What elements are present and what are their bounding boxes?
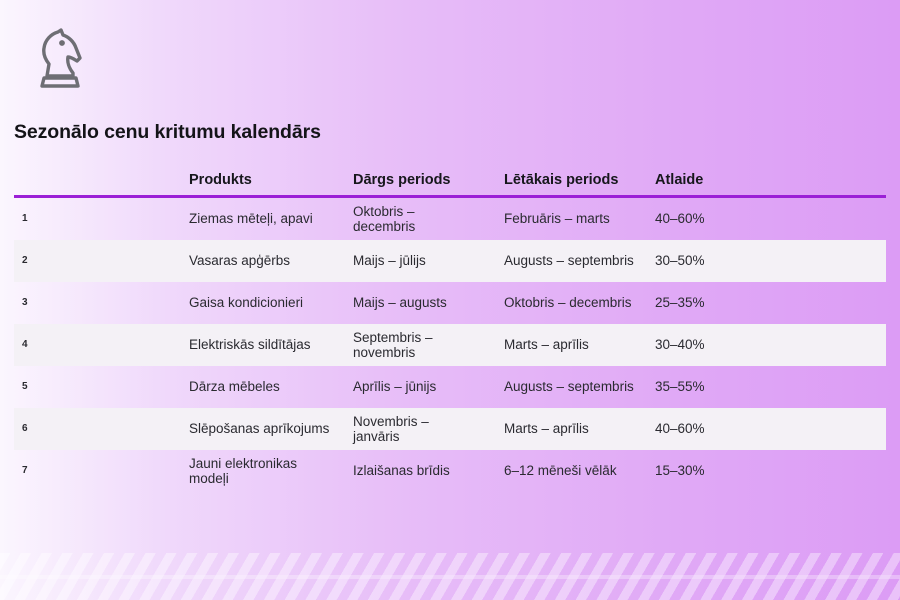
table-row: 4 Elektriskās sildītājas Septembris – no… <box>14 324 886 366</box>
table-row: 6 Slēpošanas aprīkojums Novembris – janv… <box>14 408 886 450</box>
product-cell: Elektriskās sildītājas <box>189 337 311 353</box>
cheapest-period-cell: Marts – aprīlis <box>504 337 589 353</box>
expensive-period-cell: Maijs – augusts <box>353 295 447 311</box>
table-row: 1 Ziemas mēteļi, apavi Oktobris – decemb… <box>14 198 886 240</box>
product-cell: Vasaras apģērbs <box>189 253 291 269</box>
row-number: 4 <box>22 339 28 351</box>
discount-cell: 30–50% <box>655 253 705 269</box>
discount-cell: 35–55% <box>655 379 705 395</box>
table-row: 5 Dārza mēbeles Aprīlis – jūnijs Augusts… <box>14 366 886 408</box>
discount-cell: 40–60% <box>655 211 705 227</box>
expensive-period-cell: Oktobris – decembris <box>353 203 416 235</box>
product-cell: Jauni elektronikas modeļi <box>189 455 298 487</box>
row-number: 1 <box>22 213 28 225</box>
product-cell: Dārza mēbeles <box>189 379 280 395</box>
product-cell: Gaisa kondicionieri <box>189 295 304 311</box>
chess-knight-icon <box>36 28 84 92</box>
expensive-period-cell: Septembris – novembris <box>353 329 433 361</box>
decorative-stripe-band <box>0 553 900 600</box>
page-title: Sezonālo cenu kritumu kalendārs <box>14 121 321 143</box>
table-row: 2 Vasaras apģērbs Maijs – jūlijs Augusts… <box>14 240 886 282</box>
discount-cell: 40–60% <box>655 421 705 437</box>
expensive-period-cell: Aprīlis – jūnijs <box>353 379 437 395</box>
cheapest-period-cell: Augusts – septembris <box>504 379 634 395</box>
expensive-period-cell: Maijs – jūlijs <box>353 253 426 269</box>
cheapest-period-cell: Marts – aprīlis <box>504 421 589 437</box>
header-discount: Atlaide <box>655 172 704 188</box>
table-header: Produkts Dārgs periods Lētākais periods … <box>14 162 886 198</box>
cheapest-period-cell: Augusts – septembris <box>504 253 634 269</box>
expensive-period-cell: Novembris – janvāris <box>353 413 429 445</box>
header-expensive-period: Dārgs periods <box>353 172 451 188</box>
row-number: 2 <box>22 255 28 267</box>
discount-cell: 15–30% <box>655 463 705 479</box>
header-cheapest-period: Lētākais periods <box>504 172 619 188</box>
discount-cell: 30–40% <box>655 337 705 353</box>
price-calendar-table: Produkts Dārgs periods Lētākais periods … <box>14 162 886 492</box>
row-number: 7 <box>22 465 28 477</box>
cheapest-period-cell: Oktobris – decembris <box>504 295 632 311</box>
discount-cell: 25–35% <box>655 295 705 311</box>
cheapest-period-cell: 6–12 mēneši vēlāk <box>504 463 617 479</box>
row-number: 3 <box>22 297 28 309</box>
row-number: 6 <box>22 423 28 435</box>
expensive-period-cell: Izlaišanas brīdis <box>353 463 450 479</box>
row-number: 5 <box>22 381 28 393</box>
product-cell: Ziemas mēteļi, apavi <box>189 211 313 227</box>
product-cell: Slēpošanas aprīkojums <box>189 421 330 437</box>
header-product: Produkts <box>189 172 252 188</box>
cheapest-period-cell: Februāris – marts <box>504 211 610 227</box>
table-row: 7 Jauni elektronikas modeļi Izlaišanas b… <box>14 450 886 492</box>
table-row: 3 Gaisa kondicionieri Maijs – augusts Ok… <box>14 282 886 324</box>
